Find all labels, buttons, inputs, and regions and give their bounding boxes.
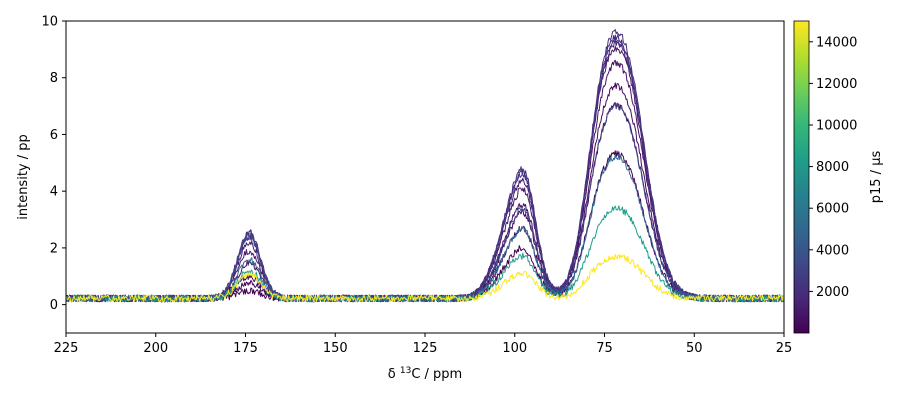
spectrum-line [66,40,784,303]
x-tick-label: 100 [502,341,527,356]
spectrum-line [66,205,784,303]
colorbar [793,20,810,334]
spectrum-line [66,59,784,303]
x-tick-label: 75 [596,341,613,356]
x-tick-label: 25 [776,341,793,356]
spectrum-line [66,150,784,303]
x-tick-label: 225 [54,341,79,356]
y-tick-label: 8 [50,71,58,86]
spectrum-line [66,45,784,303]
y-tick-label: 4 [50,185,58,200]
spectrum-line [66,37,784,303]
colorbar-tick-label: 4000 [816,243,849,258]
y-tick-label: 2 [50,241,58,256]
colorbar-tick-label: 6000 [816,202,849,217]
spectrum-line [66,254,784,303]
y-tick-label: 10 [41,15,58,30]
x-tick-label: 50 [686,341,703,356]
spectrum-line [66,103,784,303]
colorbar-tick-label: 12000 [816,77,857,92]
spectrum-line [66,34,784,303]
spectrum-line [66,102,784,303]
y-axis: 0 2 4 6 8 10 [41,15,66,313]
colorbar-label: p15 / µs [869,151,884,204]
colorbar-tick-label: 8000 [816,160,849,175]
colorbar-tick-label: 10000 [816,119,857,134]
colorbar-tick-label: 2000 [816,285,849,300]
x-tick-label: 125 [413,341,438,356]
y-tick-label: 0 [50,298,58,313]
series-layer [66,29,784,303]
x-tick-label: 200 [143,341,168,356]
spectrum-line [66,82,784,303]
spectrum-line [66,29,784,303]
y-tick-label: 6 [50,128,58,143]
x-axis-label: δ 13C / ppm [388,366,462,382]
x-axis: 225 200 175 150 125 100 75 50 25 [54,333,793,356]
x-tick-label: 150 [323,341,348,356]
y-axis-label: intensity / pp [16,134,31,220]
colorbar-axis: 2000 4000 6000 8000 10000 12000 14000 [809,35,857,300]
colorbar-tick-label: 14000 [816,35,857,50]
spectrum-line [66,153,784,303]
x-tick-label: 175 [233,341,258,356]
